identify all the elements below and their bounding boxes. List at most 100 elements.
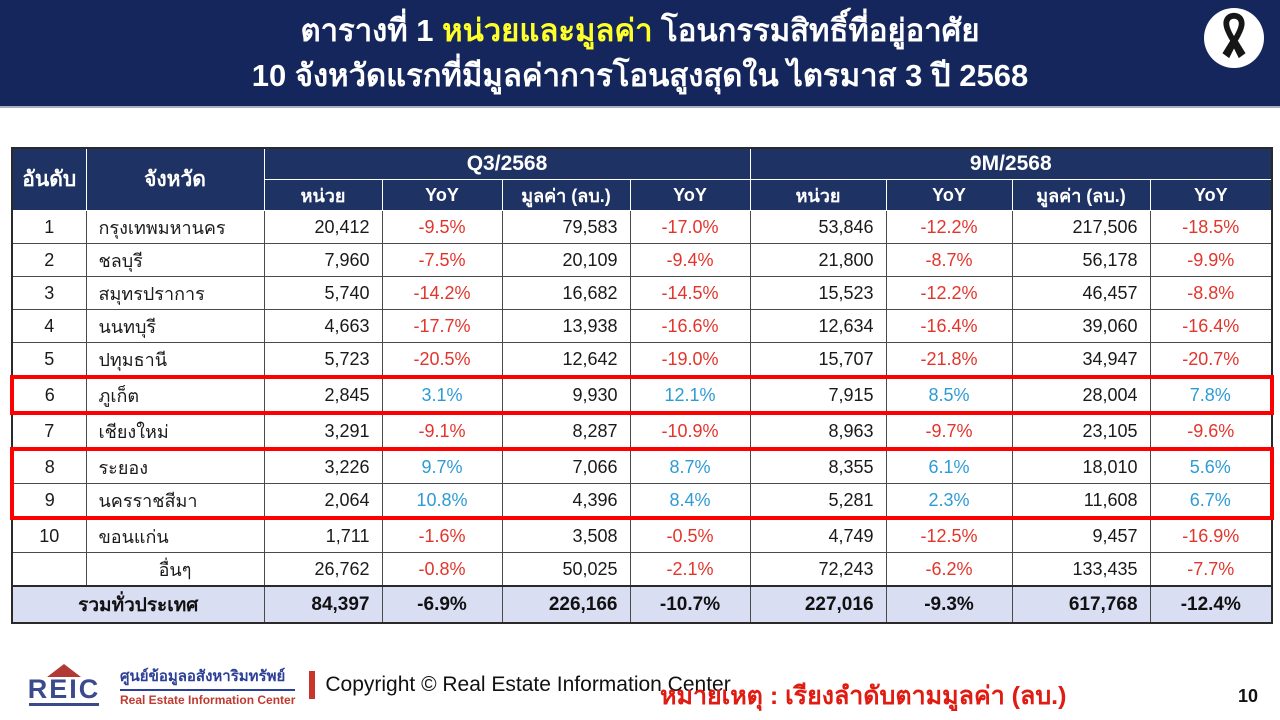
cell-q3-units: 7,960 <box>263 243 383 277</box>
cell-m9-value-yoy: -20.7% <box>1149 342 1273 378</box>
cell-m9-value-yoy: -18.5% <box>1149 210 1273 244</box>
cell-total-q3-units-yoy: -6.9% <box>381 585 503 624</box>
cell-rank <box>11 552 87 587</box>
reic-logo: REIC <box>16 664 112 706</box>
cell-rank: 7 <box>11 412 87 450</box>
cell-province: นครราชสีมา <box>85 483 265 520</box>
cell-m9-units: 8,355 <box>749 447 887 484</box>
cell-m9-value-yoy: 5.6% <box>1149 447 1275 484</box>
header-q3-units: หน่วย <box>263 179 383 211</box>
header-group-q3: Q3/2568 <box>263 147 751 180</box>
cell-q3-value-yoy: -10.9% <box>629 412 751 450</box>
header-q3-value-yoy: YoY <box>629 179 751 211</box>
cell-q3-units-yoy: -14.2% <box>381 276 503 310</box>
copyright-text: Copyright © Real Estate Information Cent… <box>325 673 731 696</box>
header-9m-value-yoy: YoY <box>1149 179 1273 211</box>
header-9m-units: หน่วย <box>749 179 887 211</box>
cell-total-9m-units-yoy: -9.3% <box>885 585 1013 624</box>
reic-logo-text: REIC <box>27 674 101 704</box>
table-row: อื่นๆ 26,762 -0.8% 50,025 -2.1% 72,243 -6.2% 13… <box>11 552 1273 587</box>
cell-rank: 3 <box>11 276 87 310</box>
cell-m9-value: 39,060 <box>1011 309 1151 343</box>
cell-q3-value-yoy: 8.4% <box>629 483 751 520</box>
cell-q3-value: 79,583 <box>501 210 631 244</box>
title-banner: ตารางที่ 1 หน่วยและมูลค่า โอนกรรมสิทธิ์ท… <box>0 0 1280 108</box>
cell-m9-value-yoy: -9.6% <box>1149 412 1273 450</box>
cell-q3-units: 5,740 <box>263 276 383 310</box>
cell-province: กรุงเทพมหานคร <box>85 210 265 244</box>
cell-q3-units: 1,711 <box>263 517 383 553</box>
cell-m9-value: 46,457 <box>1011 276 1151 310</box>
cell-m9-units: 5,281 <box>749 483 887 520</box>
page-number: 10 <box>1237 686 1258 706</box>
cell-total-label: รวมทั่วประเทศ <box>11 585 265 624</box>
header-q3-units-yoy: YoY <box>381 179 503 211</box>
cell-q3-units-yoy: -9.5% <box>381 210 503 244</box>
title-line-2: 10 จังหวัดแรกที่มีมูลค่าการโอนสูงสุดใน ไ… <box>251 58 1029 93</box>
cell-province: ขอนแก่น <box>85 517 265 553</box>
sort-note: หมายเหตุ : เรียงลำดับตามมูลค่า (ลบ.) <box>660 682 1067 710</box>
org-name-block: ศูนย์ข้อมูลอสังหาริมทรัพย์ Real Estate I… <box>120 664 296 707</box>
cell-q3-value: 13,938 <box>501 309 631 343</box>
cell-m9-units: 15,523 <box>749 276 887 310</box>
title-line-1: ตารางที่ 1 หน่วยและมูลค่า โอนกรรมสิทธิ์ท… <box>301 8 980 53</box>
cell-m9-units: 4,749 <box>749 517 887 553</box>
cell-m9-units: 21,800 <box>749 243 887 277</box>
mourning-ribbon-badge <box>1204 8 1264 68</box>
header-rank: อันดับ <box>11 147 87 211</box>
cell-q3-units-yoy: -20.5% <box>381 342 503 378</box>
cell-province: ภูเก็ต <box>85 375 265 415</box>
title-line-1-highlight: หน่วยและมูลค่า <box>442 13 653 48</box>
transfer-table: อันดับ จังหวัด Q3/2568 9M/2568 หน่วย YoY… <box>10 147 1275 624</box>
cell-q3-value: 12,642 <box>501 342 631 378</box>
title-line-1-suffix: โอนกรรมสิทธิ์ที่อยู่อาศัย <box>652 13 980 48</box>
cell-q3-value-yoy: -14.5% <box>629 276 751 310</box>
cell-m9-value-yoy: 6.7% <box>1149 483 1275 520</box>
cell-m9-units-yoy: 8.5% <box>885 375 1013 415</box>
cell-total-9m-value-yoy: -12.4% <box>1149 585 1273 624</box>
table-header-sub-row: หน่วย YoY มูลค่า (ลบ.) YoY หน่วย YoY มูล… <box>12 179 1273 211</box>
cell-q3-value-yoy: -16.6% <box>629 309 751 343</box>
cell-total-9m-units: 227,016 <box>749 585 887 624</box>
cell-rank: 6 <box>10 375 87 415</box>
cell-province: ปทุมธานี <box>85 342 265 378</box>
cell-m9-value: 56,178 <box>1011 243 1151 277</box>
table-header-group-row: อันดับ จังหวัด Q3/2568 9M/2568 <box>11 147 1273 211</box>
cell-m9-units: 72,243 <box>749 552 887 587</box>
cell-q3-value-yoy: -0.5% <box>629 517 751 553</box>
total-row: รวมทั่วประเทศ 84,397 -6.9% 226,166 -10.7… <box>11 585 1273 624</box>
cell-m9-value: 28,004 <box>1011 375 1151 415</box>
cell-m9-value: 133,435 <box>1011 552 1151 587</box>
cell-total-q3-value-yoy: -10.7% <box>629 585 751 624</box>
table-row: 10 ขอนแก่น 1,711 -1.6% 3,508 -0.5% 4,749 -12.5%… <box>11 517 1273 553</box>
table-row: 7 เชียงใหม่ 3,291 -9.1% 8,287 -10.9% 8,963 -9.7… <box>11 412 1273 450</box>
cell-m9-value-yoy: -16.4% <box>1149 309 1273 343</box>
cell-q3-units-yoy: 3.1% <box>381 375 503 415</box>
table-row: 9 นครราชสีมา 2,064 10.8% 4,396 8.4% 5,281 2.3% 1… <box>10 483 1275 520</box>
cell-m9-units-yoy: -12.5% <box>885 517 1013 553</box>
cell-m9-value-yoy: -8.8% <box>1149 276 1273 310</box>
cell-province: เชียงใหม่ <box>85 412 265 450</box>
cell-m9-units-yoy: -6.2% <box>885 552 1013 587</box>
cell-rank: 5 <box>11 342 87 378</box>
cell-province: อื่นๆ <box>85 552 265 587</box>
title-line-1-prefix: ตารางที่ 1 <box>300 13 443 48</box>
org-name-english: Real Estate Information Center <box>120 692 296 707</box>
cell-q3-units-yoy: 10.8% <box>381 483 503 520</box>
cell-m9-value: 34,947 <box>1011 342 1151 378</box>
org-name-thai: ศูนย์ข้อมูลอสังหาริมทรัพย์ <box>120 664 296 691</box>
cell-q3-value: 50,025 <box>501 552 631 587</box>
cell-q3-units: 3,291 <box>263 412 383 450</box>
cell-m9-value: 9,457 <box>1011 517 1151 553</box>
cell-q3-value: 3,508 <box>501 517 631 553</box>
cell-m9-units: 53,846 <box>749 210 887 244</box>
cell-m9-value: 23,105 <box>1011 412 1151 450</box>
cell-m9-value: 18,010 <box>1011 447 1151 484</box>
cell-rank: 4 <box>11 309 87 343</box>
cell-q3-units: 4,663 <box>263 309 383 343</box>
table-row: 8 ระยอง 3,226 9.7% 7,066 8.7% 8,355 6.1% 18,010 5… <box>10 447 1275 484</box>
cell-province: ชลบุรี <box>85 243 265 277</box>
table-row: 3 สมุทรปราการ 5,740 -14.2% 16,682 -14.5% 15,52… <box>11 276 1273 310</box>
table-body: 1 กรุงเทพมหานคร 20,412 -9.5% 79,583 -17.0% 53,… <box>10 210 1275 587</box>
cell-province: นนทบุรี <box>85 309 265 343</box>
